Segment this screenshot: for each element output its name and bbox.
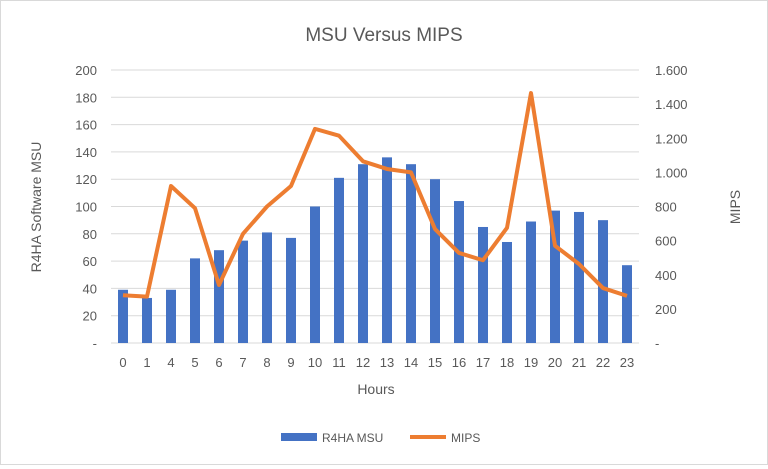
- bar-msu: [166, 290, 176, 343]
- y2-tick-label: 1.600: [655, 63, 688, 78]
- bar-msu: [478, 227, 488, 343]
- y2-tick-label: 1.200: [655, 131, 688, 146]
- bar-msu: [190, 258, 200, 343]
- bar-msu: [382, 157, 392, 343]
- y-tick-label: 120: [75, 172, 97, 187]
- bar-msu: [406, 164, 416, 343]
- x-tick-label: 8: [263, 355, 270, 370]
- y-tick-label: -: [93, 336, 97, 351]
- y2-axis-label: MIPS: [727, 190, 743, 224]
- bar-msu: [142, 298, 152, 343]
- bar-msu: [214, 250, 224, 343]
- x-tick-label: 14: [404, 355, 418, 370]
- bar-msu: [262, 232, 272, 343]
- legend-label-msu: R4HA MSU: [322, 431, 383, 445]
- y2-tick-label: 600: [655, 234, 677, 249]
- x-tick-label: 18: [500, 355, 514, 370]
- y-tick-label: 180: [75, 90, 97, 105]
- x-tick-label: 7: [239, 355, 246, 370]
- y-tick-label: 40: [83, 281, 97, 296]
- x-tick-label: 10: [308, 355, 322, 370]
- x-tick-label: 5: [191, 355, 198, 370]
- x-tick-label: 0: [119, 355, 126, 370]
- x-tick-label: 19: [524, 355, 538, 370]
- y-tick-label: 160: [75, 118, 97, 133]
- y-tick-label: 20: [83, 309, 97, 324]
- bar-msu: [118, 290, 128, 343]
- y-tick-label: 100: [75, 200, 97, 215]
- y-tick-label: 60: [83, 254, 97, 269]
- y-axis-label: R4HA Software MSU: [28, 142, 44, 273]
- x-tick-label: 1: [143, 355, 150, 370]
- bar-msu: [622, 265, 632, 343]
- legend-label-mips: MIPS: [451, 431, 480, 445]
- y-tick-label: 80: [83, 227, 97, 242]
- x-tick-label: 23: [620, 355, 634, 370]
- x-tick-label: 13: [380, 355, 394, 370]
- x-tick-label: 22: [596, 355, 610, 370]
- x-tick-label: 11: [332, 355, 346, 370]
- bar-msu: [598, 220, 608, 343]
- x-tick-label: 9: [287, 355, 294, 370]
- y-tick-label: 200: [75, 63, 97, 78]
- y2-tick-label: 400: [655, 268, 677, 283]
- legend: R4HA MSU MIPS: [281, 431, 480, 445]
- x-tick-label: 12: [356, 355, 370, 370]
- bar-msu: [310, 207, 320, 344]
- bar-msu: [502, 242, 512, 343]
- x-tick-label: 6: [215, 355, 222, 370]
- bar-msu: [286, 238, 296, 343]
- bar-msu: [574, 212, 584, 343]
- bar-msu: [430, 179, 440, 343]
- x-tick-label: 20: [548, 355, 562, 370]
- y2-tick-label: 1.000: [655, 165, 688, 180]
- x-tick-label: 17: [476, 355, 490, 370]
- bar-msu: [238, 241, 248, 343]
- x-tick-label: 15: [428, 355, 442, 370]
- x-tick-label: 4: [167, 355, 174, 370]
- bar-msu: [526, 222, 536, 343]
- chart-title: MSU Versus MIPS: [305, 25, 462, 46]
- x-axis-label: Hours: [357, 381, 394, 397]
- x-tick-label: 16: [452, 355, 466, 370]
- y2-tick-label: -: [655, 336, 659, 351]
- bar-msu: [454, 201, 464, 343]
- x-tick-label: 21: [572, 355, 586, 370]
- bar-msu: [358, 164, 368, 343]
- legend-swatch-msu: [281, 433, 317, 441]
- bar-msu: [334, 178, 344, 343]
- y2-tick-label: 800: [655, 200, 677, 215]
- y2-tick-label: 200: [655, 302, 677, 317]
- y2-tick-label: 1.400: [655, 97, 688, 112]
- y-tick-label: 140: [75, 145, 97, 160]
